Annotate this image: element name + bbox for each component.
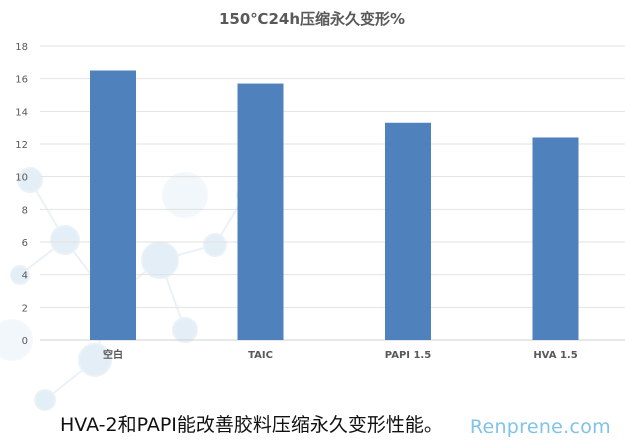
y-tick-label: 18 xyxy=(15,42,28,53)
y-tick-label: 14 xyxy=(15,107,28,118)
y-tick-label: 8 xyxy=(22,205,28,216)
x-tick-label: 空白 xyxy=(103,348,123,361)
y-tick-label: 10 xyxy=(15,173,28,184)
x-tick-label: PAPI 1.5 xyxy=(385,350,431,361)
bar-chart: 150℃24h压缩永久变形% 0 2 4 6 8 10 12 14 16 18 空白 TAIC PAP… xyxy=(15,10,625,361)
y-tick-label: 6 xyxy=(22,238,28,249)
bars xyxy=(90,70,579,341)
site-watermark: Renprene.com xyxy=(469,416,611,438)
bar xyxy=(237,83,284,341)
gridlines xyxy=(40,45,625,341)
y-axis-ticks: 0 2 4 6 8 10 12 14 16 18 xyxy=(15,42,28,347)
x-tick-label: TAIC xyxy=(248,350,273,361)
x-tick-label: HVA 1.5 xyxy=(533,350,577,361)
x-axis-labels: 空白 TAIC PAPI 1.5 HVA 1.5 xyxy=(103,348,578,361)
bar xyxy=(90,70,136,340)
bar xyxy=(385,122,431,341)
y-tick-label: 16 xyxy=(15,75,28,86)
figure-caption: HVA-2和PAPI能改善胶料压缩永久变形性能。 xyxy=(60,414,443,436)
chart-title: 150℃24h压缩永久变形% xyxy=(219,10,405,28)
y-tick-label: 4 xyxy=(22,271,28,282)
bar xyxy=(532,137,579,340)
y-tick-label: 12 xyxy=(15,140,28,151)
y-tick-label: 2 xyxy=(22,303,28,314)
y-tick-label: 0 xyxy=(22,336,28,347)
